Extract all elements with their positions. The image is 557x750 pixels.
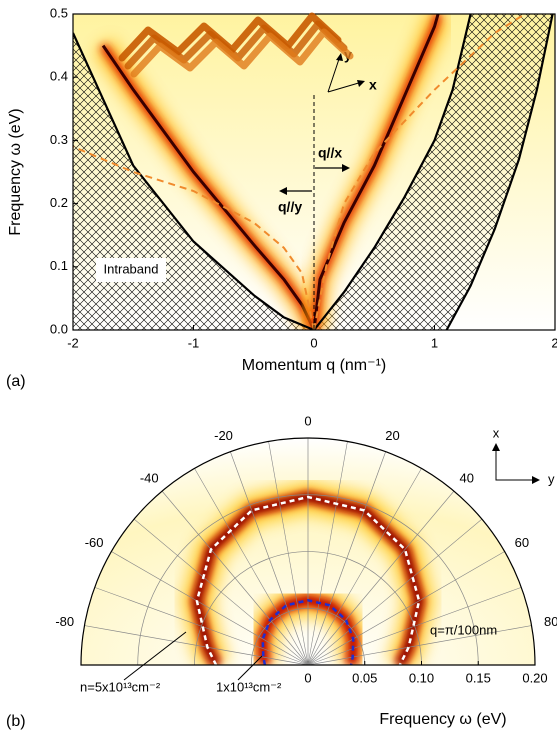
theta-tick-label: 20: [385, 428, 399, 443]
legend-label: 1x10¹³cm⁻²: [216, 679, 282, 694]
theta-tick-label: 0: [304, 413, 311, 428]
axis-icon-label: x: [369, 77, 377, 93]
legend-label: n=5x10¹³cm⁻²: [80, 679, 161, 694]
axis-icon-label: y: [548, 471, 555, 486]
y-tick-label: 0.1: [50, 258, 68, 273]
axes-icon: [496, 446, 536, 480]
axis-icon-label: x: [493, 425, 500, 440]
annotation: q//x: [318, 145, 342, 161]
r-tick-label: 0.20: [522, 670, 547, 685]
arrowhead: [492, 443, 540, 484]
y-tick-label: 0.2: [50, 195, 68, 210]
x-tick-label: 0: [310, 335, 317, 350]
theta-tick-label: 80: [544, 614, 557, 629]
panel-label: (a): [6, 373, 26, 390]
theta-tick-label: -40: [140, 470, 159, 485]
theta-tick-label: -20: [214, 428, 233, 443]
x-axis-label: Momentum q (nm⁻¹): [242, 357, 386, 374]
y-tick-label: 0.5: [50, 5, 68, 20]
y-tick-label: 0.0: [50, 321, 68, 336]
x-tick-label: -1: [188, 335, 200, 350]
theta-tick-label: 40: [460, 470, 474, 485]
annotation: q//y: [278, 199, 302, 215]
panel-label: (b): [6, 713, 26, 730]
x-axis-label: Frequency ω (eV): [379, 711, 506, 728]
x-tick-label: -2: [67, 335, 79, 350]
r-tick-label: 0: [304, 670, 311, 685]
annotation: Intraband: [104, 261, 159, 276]
panel-a: -2 -1 0 1 2 0.0 0.1 0.2 0.3 0.4 0.5 Momentum q (nm⁻…: [6, 5, 557, 390]
figure: -2 -1 0 1 2 0.0 0.1 0.2 0.3 0.4 0.5 Momentum q (nm⁻…: [0, 0, 557, 745]
r-tick-label: 0.15: [466, 670, 491, 685]
y-tick-label: 0.4: [50, 69, 68, 84]
x-tick-label: 2: [551, 335, 557, 350]
annotation: q=π/100nm: [430, 622, 497, 637]
y-axis-label: Frequency ω (eV): [7, 108, 24, 235]
r-tick-label: 0.05: [352, 670, 377, 685]
r-tick-label: 0.10: [409, 670, 434, 685]
y-tick-label: 0.3: [50, 132, 68, 147]
theta-tick-label: -80: [55, 614, 74, 629]
page: {"chart_data": [ {"type": "line", "panel…: [0, 0, 557, 745]
theta-tick-label: -60: [85, 535, 104, 550]
theta-tick-label: 60: [515, 535, 529, 550]
panel-b: 0 0.05 0.10 0.15 0.20 -80 -60 -40 -20 0 20 40 60 80 n=…: [6, 413, 557, 730]
x-tick-label: 1: [431, 335, 438, 350]
